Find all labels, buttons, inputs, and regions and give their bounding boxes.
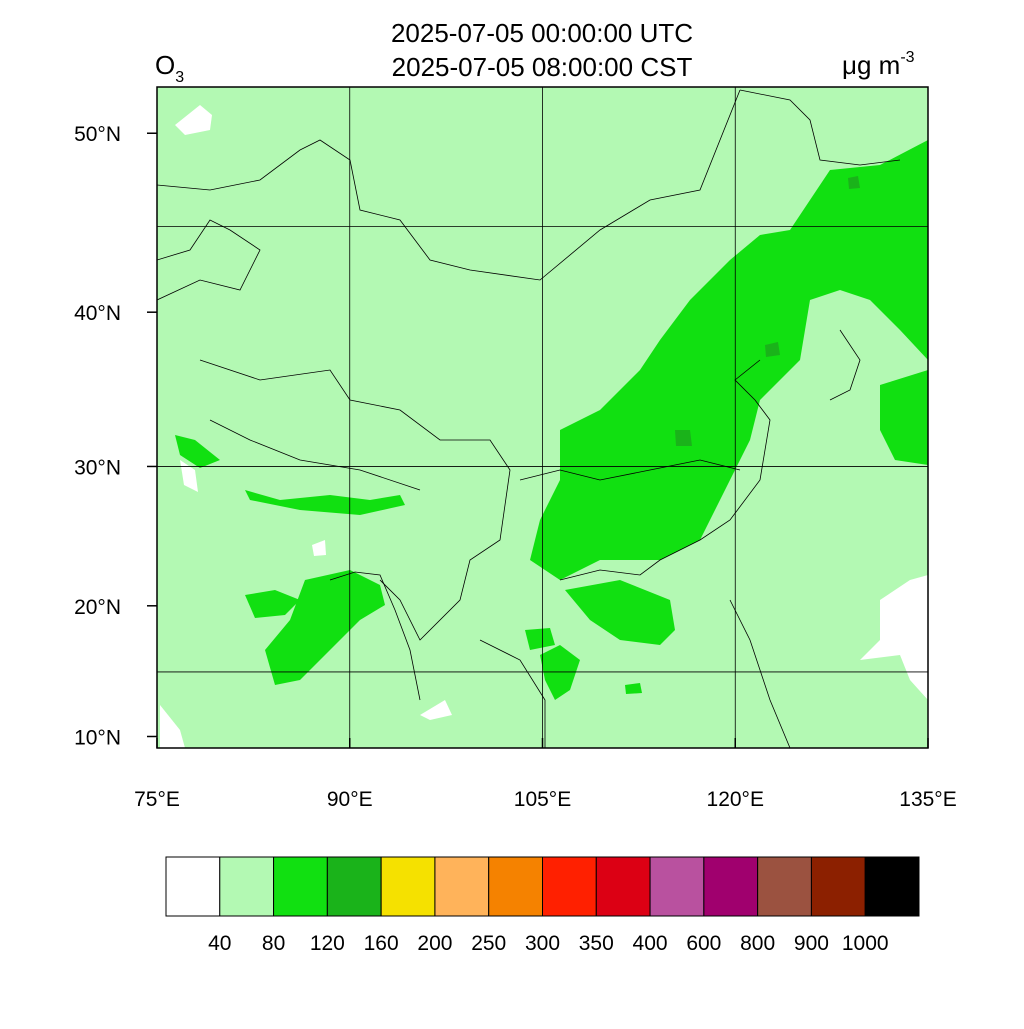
colorbar-label: 80 bbox=[262, 932, 285, 955]
variable-label: O3 bbox=[155, 50, 184, 86]
o3-below-40-region bbox=[160, 105, 928, 748]
colorbar-label: 250 bbox=[471, 932, 506, 955]
variable-sub: 3 bbox=[175, 69, 184, 86]
colorbar-box bbox=[219, 856, 275, 917]
colorbar-label: 160 bbox=[364, 932, 399, 955]
o3-120-160-region bbox=[675, 176, 860, 446]
map-field bbox=[157, 87, 928, 748]
colorbar-box bbox=[810, 856, 866, 917]
colorbar-box bbox=[165, 856, 221, 917]
title-line: 2025-07-05 00:00:00 UTC bbox=[391, 18, 693, 48]
units-sup: -3 bbox=[900, 49, 914, 66]
colorbar-box bbox=[595, 856, 651, 917]
map-axes: 75°E 90°E 105°E 120°E 135°E 10°N 20°N 30°N 40°N 5… bbox=[74, 86, 957, 811]
colorbar-label: 120 bbox=[310, 932, 345, 955]
x-tick-label: 120°E bbox=[707, 788, 764, 811]
colorbar-label: 900 bbox=[794, 932, 829, 955]
colorbar-label: 200 bbox=[417, 932, 452, 955]
variable-base: O bbox=[155, 50, 175, 80]
colorbar-label: 1000 bbox=[842, 932, 889, 955]
colorbar-box bbox=[488, 856, 544, 917]
title-line: 2025-07-05 08:00:00 CST bbox=[392, 52, 693, 82]
colorbar-box bbox=[864, 856, 920, 917]
y-tick-label: 40°N bbox=[74, 302, 121, 325]
y-tick-label: 10°N bbox=[74, 726, 121, 749]
units-label: μg m-3 bbox=[842, 49, 915, 80]
colorbar-label: 300 bbox=[525, 932, 560, 955]
colorbar-box bbox=[542, 856, 597, 917]
boundaries bbox=[157, 89, 901, 748]
colorbar-box bbox=[326, 856, 382, 917]
colorbar-box bbox=[380, 856, 436, 917]
colorbar-label: 800 bbox=[740, 932, 775, 955]
x-tick-label: 135°E bbox=[899, 788, 956, 811]
y-tick-label: 20°N bbox=[74, 596, 121, 619]
y-tick-label: 50°N bbox=[74, 123, 121, 146]
colorbar-label: 400 bbox=[633, 932, 668, 955]
units-base: μg m bbox=[842, 50, 900, 80]
colorbar-box bbox=[703, 856, 759, 917]
o3-80-120-region bbox=[175, 140, 928, 700]
colorbar-box bbox=[434, 856, 490, 917]
colorbar: 40 80 120 160 200 250 300 350 400 600 800 900 1000 bbox=[165, 856, 920, 955]
colorbar-box bbox=[273, 856, 328, 917]
colorbar-label: 40 bbox=[208, 932, 231, 955]
x-tick-label: 75°E bbox=[134, 788, 180, 811]
colorbar-label: 350 bbox=[579, 932, 614, 955]
colorbar-box bbox=[649, 856, 705, 917]
x-tick-label: 105°E bbox=[514, 788, 571, 811]
x-tick-label: 90°E bbox=[327, 788, 373, 811]
colorbar-box bbox=[757, 856, 812, 917]
y-tick-label: 30°N bbox=[74, 456, 121, 479]
colorbar-label: 600 bbox=[686, 932, 721, 955]
